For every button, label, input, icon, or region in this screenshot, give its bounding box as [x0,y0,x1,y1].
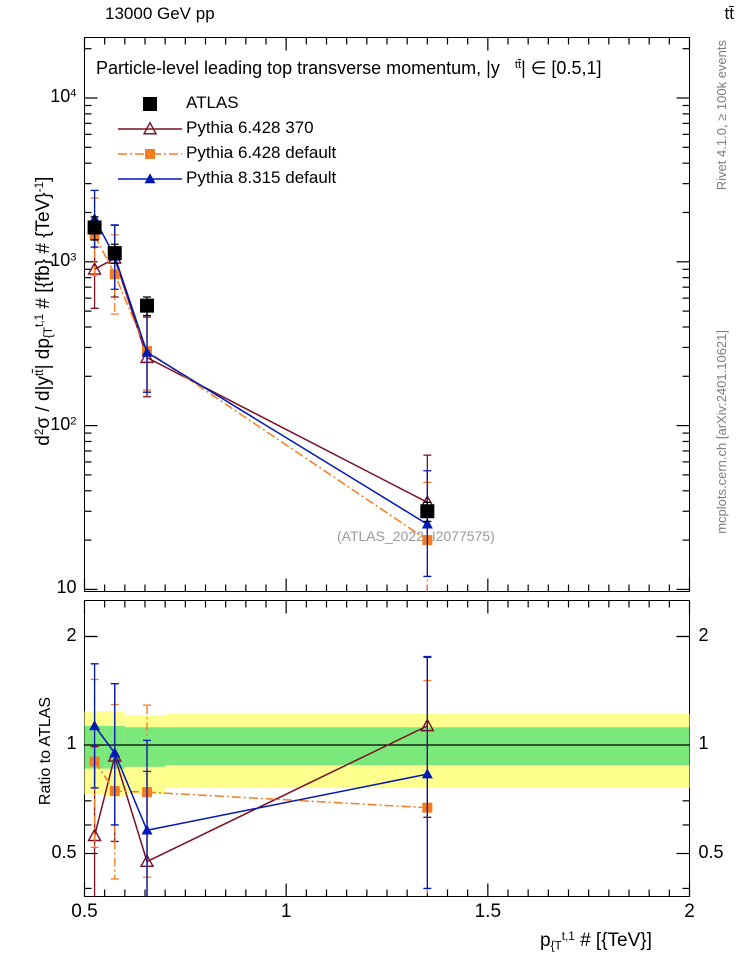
legend-label: Pythia 6.428 370 [186,118,314,137]
axis-tick-label: 1 [280,900,292,922]
data-point-marker [420,504,435,519]
data-point-marker [141,824,153,835]
axis-tick-label: 10 [56,577,77,598]
x-axis-label: p{Tt,1 # [{TeV}] [540,930,652,953]
axis-tick-label: 2 [66,624,77,645]
axis-tick-label: 0.5 [51,841,77,862]
series-line-pythia-6-428-default [93,235,428,541]
axis-tick-label: 1 [66,733,77,753]
axis-tick-label: 102 [50,413,77,434]
axis-tick-label: 103 [50,249,77,270]
legend-marker [143,97,157,111]
legend-marker [145,149,155,159]
ratio-panel-series [87,655,435,897]
header-beam-energy: 13000 GeV pp [105,4,215,23]
data-point-marker [421,768,433,779]
data-point-marker [143,97,157,111]
legend-label: Pythia 8.315 default [186,168,337,187]
series-line-pythia-8-315-default [93,725,428,832]
data-point-marker [141,346,153,357]
axis-tick-label: 2 [684,900,695,922]
legend-marker [142,121,158,135]
data-point-marker [87,220,102,235]
axis-tick-label: 1 [698,733,709,753]
data-point-marker [140,298,155,313]
data-point-marker [109,747,121,758]
axis-tick-label: 0.5 [71,900,98,922]
data-point-marker [421,518,433,529]
axis-tick-label: 104 [50,86,77,106]
data-point-marker [107,246,122,261]
series-line-pythia-6-428-370 [94,257,428,504]
legend-label: ATLAS [186,93,239,112]
plot-title: Particle-level leading top transverse mo… [96,58,602,78]
legend-label: Pythia 6.428 default [186,143,337,162]
axis-tick-label: 1.5 [474,900,502,922]
data-point-marker [144,173,156,184]
inner-uncertainty-band [124,727,166,767]
axis-tick-label: 2 [698,624,709,645]
main-panel-series [87,189,435,592]
data-point-marker [89,720,101,731]
header-process: tt̄ [724,4,734,23]
analysis-id-watermark: (ATLAS_2022_I2077575) [337,528,495,544]
legend-marker [144,173,156,184]
ratio-uncertainty-bands [84,711,690,797]
series-line-pythia-6-428-370 [93,725,428,863]
data-point-marker [145,149,155,159]
data-point-marker [142,121,158,135]
series-line-pythia-8-315-default [93,218,428,525]
axis-tick-label: 0.5 [698,841,724,862]
